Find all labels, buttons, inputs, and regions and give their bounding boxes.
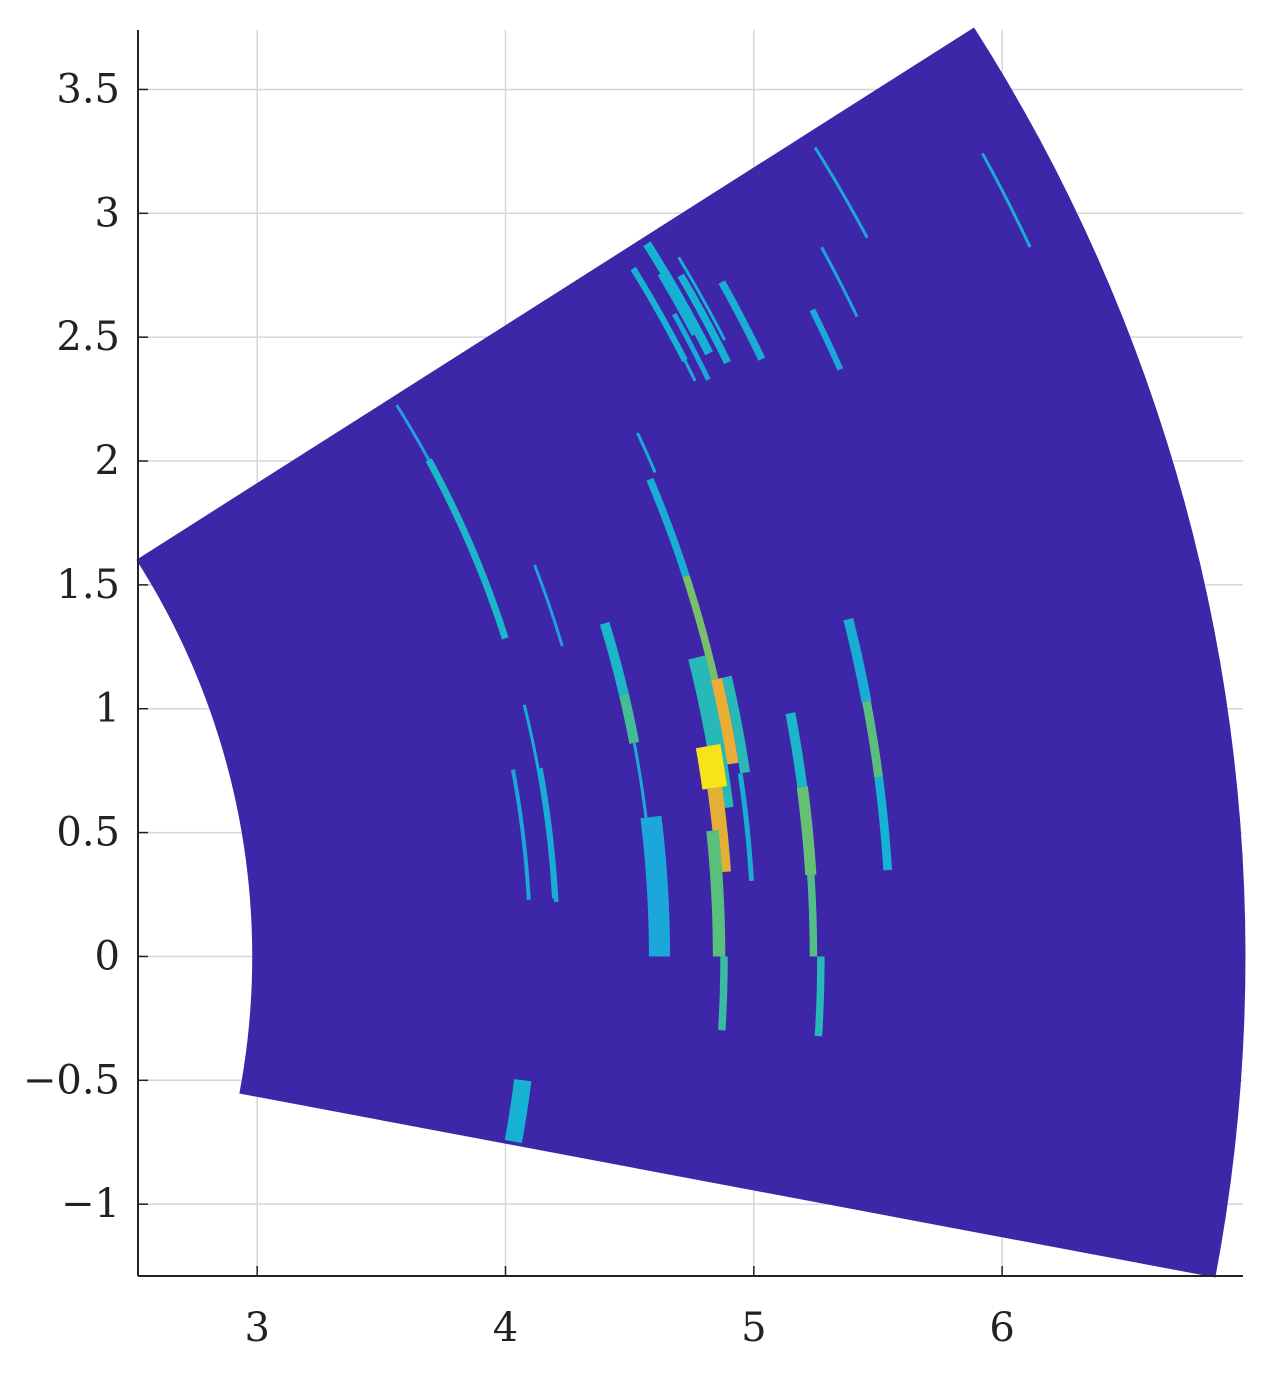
y-tick-label-5: 1.5 [56, 562, 120, 608]
segment-22 [807, 874, 818, 957]
intensity-segments [395, 146, 1032, 1144]
sector-background [136, 27, 1246, 1278]
segment-6 [522, 704, 556, 899]
segment-36 [718, 280, 766, 361]
segment-39 [820, 246, 859, 318]
y-tick-label-2: 0 [95, 933, 120, 979]
segment-35 [677, 273, 731, 365]
y-tick-label-6: 2 [95, 438, 120, 484]
axes [137, 30, 1243, 1277]
y-tick-label-9: 3.5 [56, 66, 120, 112]
segment-10 [646, 477, 690, 578]
segment-28 [636, 432, 657, 474]
y-tick-label-1: −0.5 [23, 1057, 120, 1103]
segment-31 [657, 272, 697, 337]
sector-heatmap [136, 27, 1246, 1278]
segment-2 [533, 564, 564, 647]
y-tick-label-0: −1 [61, 1181, 120, 1227]
y-ticks: −1 −0.5 0 0.5 1 1.5 2 2.5 3 3.5 [23, 66, 148, 1227]
x-tick-label-3: 6 [989, 1305, 1014, 1351]
segment-16 [706, 829, 726, 957]
x-ticks: 3 4 5 6 [244, 1266, 1015, 1351]
x-tick-label-1: 4 [493, 1305, 518, 1351]
segment-20 [785, 712, 808, 788]
segment-26 [874, 776, 893, 871]
segment-0 [395, 404, 431, 461]
segment-33 [671, 312, 711, 381]
segment-14 [695, 743, 727, 790]
segment-4 [619, 693, 640, 744]
segment-34 [643, 241, 713, 356]
y-tick-label-4: 1 [95, 686, 120, 732]
segment-21 [796, 786, 817, 876]
y-tick-label-7: 2.5 [56, 314, 120, 360]
segment-32 [630, 266, 688, 362]
segment-29 [677, 256, 727, 341]
segment-37 [809, 308, 844, 371]
segment-24 [843, 617, 872, 703]
segment-25 [862, 700, 883, 778]
segment-23 [814, 956, 825, 1037]
segment-18 [722, 675, 751, 774]
segment-1 [425, 458, 509, 640]
y-tick-label-8: 3 [95, 190, 120, 236]
segment-38 [813, 146, 869, 239]
segment-9 [640, 815, 671, 957]
y-tick-label-3: 0.5 [56, 810, 120, 856]
segment-40 [981, 152, 1032, 248]
segment-8 [538, 767, 559, 902]
x-tick-label-0: 3 [244, 1305, 269, 1351]
segment-15 [707, 786, 731, 873]
segment-3 [599, 621, 629, 696]
x-tick-label-2: 5 [741, 1305, 766, 1351]
segment-19 [737, 773, 754, 881]
segment-27 [504, 1079, 532, 1144]
segment-17 [718, 956, 728, 1031]
segment-11 [682, 574, 719, 681]
segment-7 [511, 769, 531, 900]
